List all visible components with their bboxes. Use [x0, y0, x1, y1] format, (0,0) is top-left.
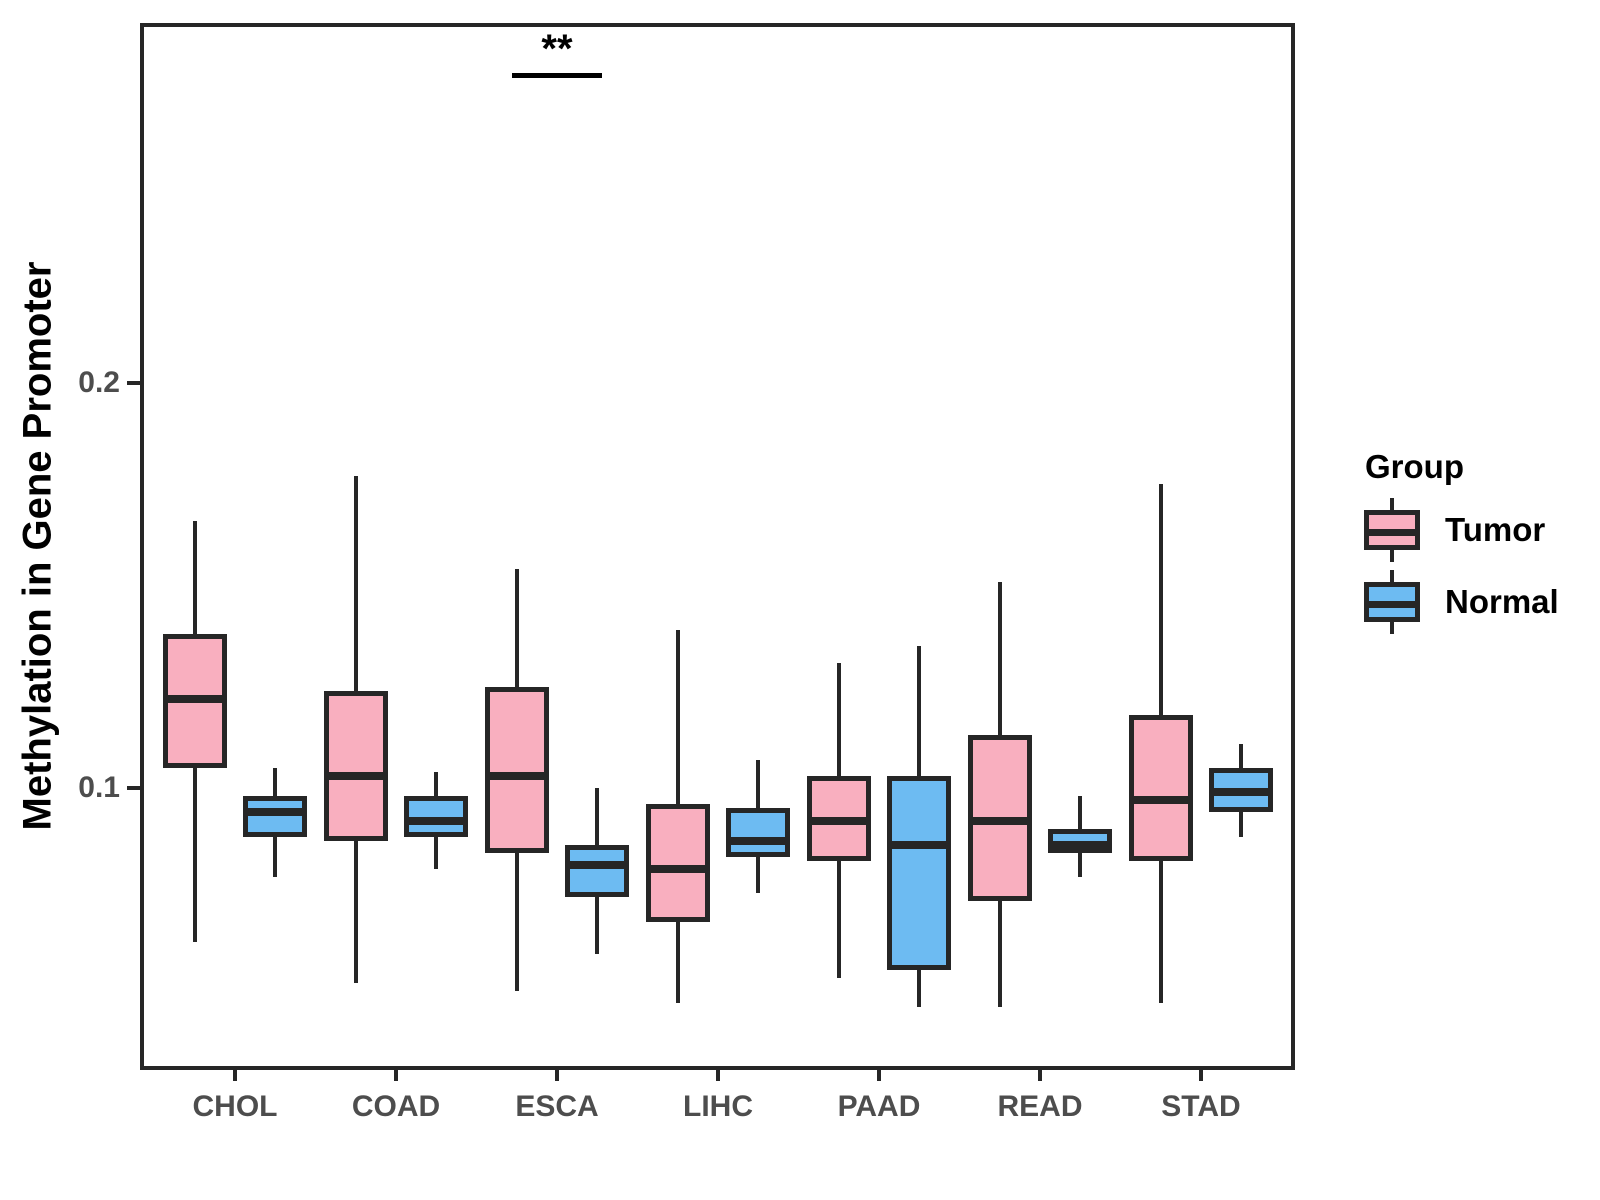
legend-label-tumor: Tumor: [1445, 511, 1546, 548]
key-median-line: [1369, 601, 1415, 608]
median-read-normal: [1048, 840, 1112, 849]
box-lihc-tumor: [646, 804, 710, 922]
median-read-tumor: [968, 816, 1032, 825]
x-tick-label-lihc: LIHC: [683, 1090, 753, 1123]
x-tick-mark: [716, 1070, 720, 1081]
y-axis-title: Methylation in Gene Promoter: [15, 261, 60, 831]
legend-item-tumor: Tumor: [1363, 498, 1600, 562]
median-esca-normal: [565, 861, 629, 870]
normal-boxplot-key-icon: [1363, 570, 1421, 634]
median-chol-tumor: [163, 694, 227, 703]
median-coad-normal: [404, 816, 468, 825]
x-tick-label-stad: STAD: [1161, 1090, 1241, 1123]
key-whisker-bottom: [1390, 622, 1394, 634]
x-tick-mark: [877, 1070, 881, 1081]
key-whisker-top: [1390, 570, 1394, 582]
y-tick-mark: [127, 381, 140, 386]
key-median-line: [1369, 529, 1415, 536]
normal-key-box: [1364, 582, 1420, 622]
x-tick-label-esca: ESCA: [515, 1090, 599, 1123]
median-esca-tumor: [485, 771, 549, 780]
significance-line: [512, 73, 602, 79]
x-tick-label-read: READ: [997, 1090, 1083, 1123]
legend-label-normal: Normal: [1445, 583, 1559, 620]
x-tick-mark: [394, 1070, 398, 1081]
box-esca-tumor: [485, 686, 549, 853]
y-tick-mark: [127, 786, 140, 791]
legend: Group Tumor Normal: [1363, 448, 1600, 642]
box-lihc-normal: [726, 808, 790, 857]
x-tick-label-chol: CHOL: [192, 1090, 278, 1123]
box-paad-normal: [887, 775, 951, 971]
box-read-normal: [1048, 828, 1112, 853]
x-tick-mark: [1199, 1070, 1203, 1081]
median-paad-tumor: [807, 816, 871, 825]
median-lihc-tumor: [646, 865, 710, 874]
median-stad-normal: [1209, 788, 1273, 797]
tumor-key-box: [1364, 510, 1420, 550]
x-tick-label-coad: COAD: [351, 1090, 441, 1123]
legend-item-normal: Normal: [1363, 570, 1600, 634]
x-tick-mark: [1038, 1070, 1042, 1081]
key-whisker-bottom: [1390, 550, 1394, 562]
legend-title: Group: [1365, 448, 1464, 485]
median-stad-tumor: [1129, 796, 1193, 805]
x-tick-mark: [555, 1070, 559, 1081]
y-tick-label: 0.2: [78, 366, 120, 400]
box-esca-normal: [565, 844, 629, 898]
box-coad-tumor: [324, 690, 388, 841]
median-paad-normal: [887, 840, 951, 849]
x-tick-mark: [233, 1070, 237, 1081]
y-tick-label: 0.1: [78, 771, 120, 805]
median-chol-normal: [243, 808, 307, 817]
box-coad-normal: [404, 796, 468, 837]
x-tick-label-paad: PAAD: [837, 1090, 921, 1123]
median-lihc-normal: [726, 836, 790, 845]
median-coad-tumor: [324, 771, 388, 780]
significance-label: **: [541, 26, 573, 71]
box-stad-tumor: [1129, 715, 1193, 861]
plot-panel: [140, 23, 1295, 1070]
tumor-boxplot-key-icon: [1363, 498, 1421, 562]
box-chol-normal: [243, 796, 307, 837]
key-whisker-top: [1390, 498, 1394, 510]
